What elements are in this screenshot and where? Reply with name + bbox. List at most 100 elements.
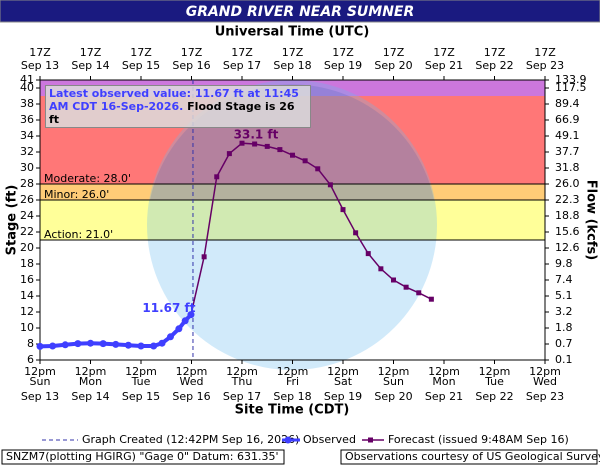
- y2-tick-label: 3.2: [555, 305, 573, 318]
- observed-point: [158, 339, 166, 347]
- x-tick-weekday: Sun: [30, 375, 51, 388]
- observed-point: [187, 311, 195, 319]
- y-tick-label: 38: [20, 97, 34, 110]
- observed-point: [74, 340, 82, 348]
- x2-tick-date: Sep 15: [122, 59, 160, 72]
- x-tick-label: 12pm: [24, 365, 56, 378]
- x2-tick-label: 17Z: [433, 46, 455, 59]
- footer-right: Observations courtesy of US Geological S…: [345, 450, 600, 463]
- forecast-point: [391, 277, 396, 283]
- x-tick-date: Sep 20: [374, 390, 412, 403]
- legend-observed-dot: [284, 436, 292, 444]
- y-tick-label: 22: [20, 225, 34, 238]
- forecast-point: [428, 296, 434, 302]
- footer-box: [1, 449, 285, 465]
- x-tick-weekday: Tue: [484, 375, 504, 388]
- observed-point: [61, 341, 69, 349]
- forecast-point: [226, 151, 232, 157]
- legend-observed: Observed: [303, 433, 356, 446]
- value-label: 11.67 ft: [142, 301, 195, 315]
- x2-tick-date: Sep 14: [71, 59, 109, 72]
- y2-tick-label: 12.6: [555, 241, 580, 254]
- y-tick-label: 26: [20, 193, 34, 206]
- forecast-point: [290, 152, 295, 158]
- x2-tick-label: 17Z: [484, 46, 506, 59]
- x-tick-date: Sep 23: [526, 390, 564, 403]
- y2-tick-label: 66.9: [555, 113, 580, 126]
- x-tick-weekday: Sat: [334, 375, 353, 388]
- flood-band: [40, 200, 545, 240]
- observed-point: [36, 342, 44, 350]
- observed-point: [49, 342, 57, 350]
- y-tick-label: 36: [20, 113, 34, 126]
- title-bar: [0, 0, 600, 23]
- watermark: [147, 80, 437, 370]
- y2-tick-label: 7.4: [555, 273, 573, 286]
- observed-point: [166, 333, 174, 341]
- y2-tick-label: 89.4: [555, 97, 580, 110]
- y-tick-label: 30: [20, 161, 34, 174]
- x-tick-label: 12pm: [529, 365, 561, 378]
- x2-tick-date: Sep 13: [21, 59, 59, 72]
- info-box: Latest observed value: 11.67 ft at 11:45…: [45, 85, 311, 128]
- x2-tick-date: Sep 21: [425, 59, 463, 72]
- info-flood-stage: Flood Stage is 26 ft: [49, 100, 295, 126]
- x2-tick-date: Sep 20: [374, 59, 412, 72]
- y2-tick-label: 117.5: [555, 81, 587, 94]
- x2-tick-date: Sep 18: [273, 59, 311, 72]
- x-tick-weekday: Thu: [231, 375, 253, 388]
- forecast-point: [214, 174, 220, 180]
- footer-left: SNZM7(plotting HGIRG) "Gage 0" Datum: 63…: [6, 450, 278, 463]
- forecast-point: [353, 230, 359, 236]
- x2-tick-label: 17Z: [130, 46, 152, 59]
- flood-label: Action: 21.0': [44, 228, 113, 241]
- x-tick-date: Sep 18: [273, 390, 311, 403]
- y-tick-label: 28: [20, 177, 34, 190]
- forecast-point: [252, 141, 258, 147]
- y2-tick-label: 0.7: [555, 337, 573, 350]
- forecast-connector: [190, 256, 205, 315]
- y-tick-label: 16: [20, 273, 34, 286]
- y-tick-label: 40: [20, 81, 34, 94]
- forecast-point: [365, 251, 371, 257]
- x-tick-label: 12pm: [226, 365, 258, 378]
- x2-tick-label: 17Z: [231, 46, 253, 59]
- y-tick-label: 14: [20, 289, 34, 302]
- y-tick-label: 32: [20, 145, 34, 158]
- legend-forecast-square: [368, 437, 373, 443]
- forecast-point: [264, 143, 270, 149]
- y2-tick-label: 26.0: [555, 177, 580, 190]
- x-tick-date: Sep 14: [71, 390, 109, 403]
- forecast-point: [416, 290, 422, 296]
- x2-tick-label: 17Z: [29, 46, 51, 59]
- y2-tick-label: 18.8: [555, 209, 580, 222]
- y-tick-label: 8: [27, 337, 34, 350]
- x-tick-weekday: Sun: [383, 375, 404, 388]
- x-tick-weekday: Tue: [131, 375, 151, 388]
- forecast-point: [340, 207, 346, 213]
- x-tick-weekday: Fri: [286, 375, 299, 388]
- x2-tick-label: 17Z: [282, 46, 304, 59]
- x-tick-date: Sep 15: [122, 390, 160, 403]
- flood-band: [40, 184, 545, 200]
- forecast-point: [239, 140, 245, 146]
- x2-tick-label: 17Z: [383, 46, 405, 59]
- observed-point: [99, 340, 107, 348]
- y2-tick-label: 22.3: [555, 193, 580, 206]
- observed-point: [137, 342, 145, 350]
- x-tick-label: 12pm: [327, 365, 359, 378]
- y2-tick-label: 0.1: [555, 353, 573, 366]
- x-tick-weekday: Wed: [533, 375, 557, 388]
- x-tick-weekday: Wed: [180, 375, 204, 388]
- observed-point: [175, 325, 183, 333]
- y-tick-label: 20: [20, 241, 34, 254]
- observed-point: [87, 339, 94, 347]
- x-tick-label: 12pm: [479, 365, 511, 378]
- x-tick-date: Sep 17: [223, 390, 261, 403]
- y2-tick-label: 133.9: [555, 73, 587, 86]
- x-tick-label: 12pm: [176, 365, 208, 378]
- x-tick-label: 12pm: [125, 365, 157, 378]
- y2-tick-label: 9.8: [555, 257, 573, 270]
- value-label: 33.1 ft: [234, 128, 279, 142]
